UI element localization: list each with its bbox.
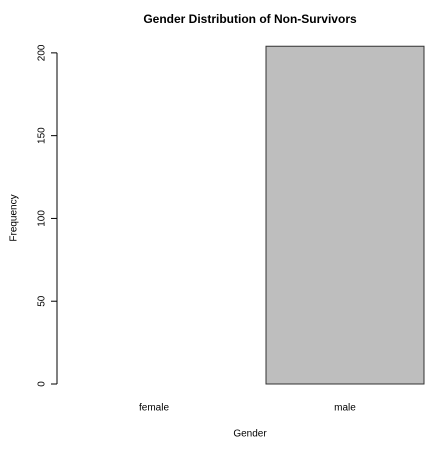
y-tick-label: 150 — [37, 127, 48, 144]
bar — [265, 45, 425, 385]
y-tick-label: 100 — [37, 210, 48, 227]
x-axis-label: Gender — [233, 429, 267, 440]
y-tick-label: 0 — [37, 381, 48, 387]
y-tick-label: 50 — [37, 295, 48, 307]
y-axis-label: Frequency — [9, 194, 20, 241]
x-tick-label: female — [139, 403, 169, 414]
chart-title: Gender Distribution of Non-Survivors — [143, 12, 357, 26]
y-tick-label: 200 — [37, 44, 48, 61]
x-tick-label: male — [334, 403, 356, 414]
